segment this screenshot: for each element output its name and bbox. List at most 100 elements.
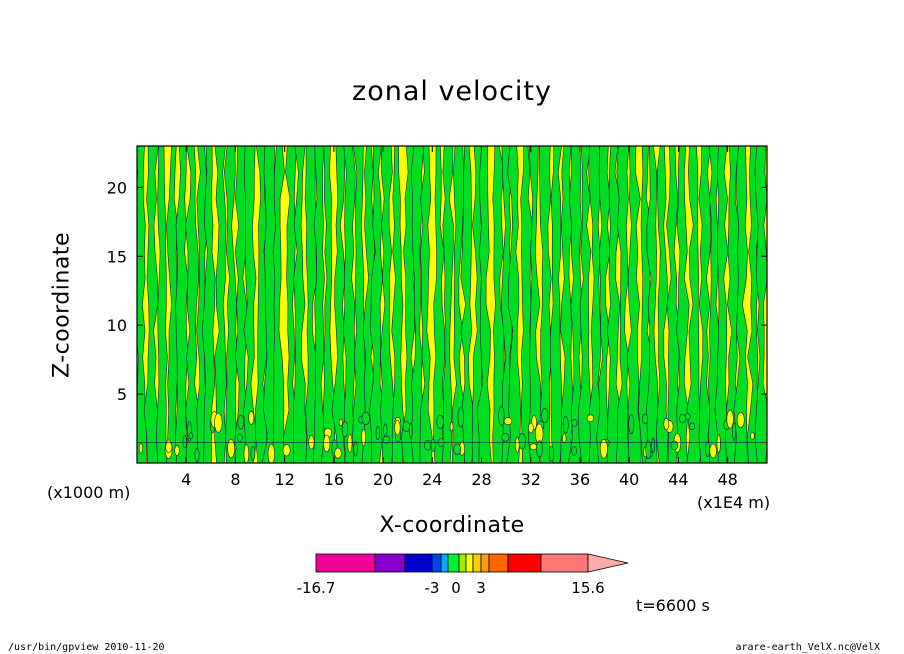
velocity-field <box>137 146 767 463</box>
contour-cell <box>515 436 520 453</box>
contour-streak <box>615 146 630 463</box>
contour-streak <box>156 146 168 463</box>
contour-streak <box>243 146 258 463</box>
contour-streak <box>201 146 216 463</box>
contour-cell <box>457 407 464 428</box>
contour-cell <box>645 440 652 459</box>
contour-cell <box>518 433 526 450</box>
colorbar-swatch <box>465 553 474 573</box>
contour-streak <box>538 146 552 463</box>
contour-cell <box>628 414 635 435</box>
contour-cell <box>709 443 717 459</box>
contour-streak <box>419 146 433 463</box>
contour-cell <box>663 417 670 431</box>
contour-streak <box>451 146 467 463</box>
colorbar-swatch <box>472 553 482 573</box>
colorbar-swatch <box>431 553 442 573</box>
colorbar-swatch <box>458 553 467 573</box>
contour-cell <box>642 413 649 424</box>
contour-streak <box>733 146 748 463</box>
contour-streak <box>666 146 680 463</box>
contour-streak <box>292 146 307 463</box>
colorbar-swatch <box>440 553 449 573</box>
x-tick-label: 48 <box>717 470 737 489</box>
x-axis: 4 8 12 16 20 24 28 32 36 40 44 48 <box>181 146 738 489</box>
y-axis: 5 10 15 20 <box>107 178 767 404</box>
x-tick-label: 40 <box>619 470 639 489</box>
x-tick-label: 8 <box>230 470 240 489</box>
contour-cell <box>541 408 549 424</box>
contour-cell <box>402 421 410 432</box>
x-tick-label: 12 <box>274 470 294 489</box>
contour-cell <box>430 438 436 452</box>
contour-cell <box>449 422 454 432</box>
contour-streak <box>528 146 543 463</box>
y-tick-label: 20 <box>107 178 127 197</box>
contour-streak <box>271 146 287 463</box>
contour-cell <box>248 410 255 425</box>
contour-streak <box>686 146 703 463</box>
contour-cell <box>705 440 710 457</box>
contour-cell <box>174 445 180 456</box>
contour-cell <box>361 411 370 426</box>
chart-title: zonal velocity <box>352 76 552 107</box>
x-tick-label: 4 <box>181 470 191 489</box>
contour-streak <box>698 146 712 463</box>
x-tick-label: 28 <box>471 470 491 489</box>
contour-streak <box>214 146 227 463</box>
contour-streak <box>596 146 611 463</box>
contour-streak <box>568 146 584 463</box>
colorbar-label: 0 <box>451 579 461 597</box>
contour-cell <box>736 412 745 428</box>
contour-cell <box>214 412 223 433</box>
contour-streak <box>500 146 514 463</box>
contour-cell <box>501 432 510 442</box>
contour-cell <box>689 422 695 431</box>
y-tick-label: 15 <box>107 247 127 266</box>
colorbar-swatch <box>447 553 460 573</box>
x-tick-label: 24 <box>422 470 442 489</box>
contour-streak <box>331 146 346 463</box>
contour-cell <box>267 443 275 463</box>
contour-cell <box>194 448 200 462</box>
contour-streak <box>492 146 506 463</box>
contour-cell <box>424 440 432 451</box>
contour-cell <box>651 437 656 453</box>
y-tick-label: 10 <box>107 316 127 335</box>
contour-streak <box>578 146 593 463</box>
contour-streak <box>369 146 384 463</box>
colorbar-swatch <box>540 553 589 573</box>
contour-streak <box>143 146 160 463</box>
contour-cell <box>529 443 538 451</box>
contour-streak <box>352 146 367 463</box>
contour-cell <box>237 414 245 430</box>
contour-cell <box>341 421 349 437</box>
colorbar-swatch <box>315 553 376 573</box>
contour-streak <box>380 146 395 463</box>
contour-streak <box>185 146 200 463</box>
colorbar-extension <box>587 553 629 573</box>
colorbar-label: -3 <box>425 579 440 597</box>
contour-cell <box>165 441 173 453</box>
contour-streak <box>754 146 767 463</box>
contour-cell <box>503 417 513 426</box>
contour-cell <box>670 440 679 450</box>
contour-cell <box>732 422 737 441</box>
contour-cell <box>571 418 578 427</box>
contour-cell <box>353 441 358 457</box>
contour-cell <box>679 413 687 424</box>
contour-cell <box>562 415 569 434</box>
contour-cell <box>182 435 188 449</box>
contour-cell <box>138 442 143 454</box>
colorbar-swatch <box>507 553 542 573</box>
contour-cell <box>361 428 366 447</box>
contour-cell <box>726 409 734 429</box>
contour-cell <box>716 434 721 454</box>
contour-cell <box>334 447 342 459</box>
contour-cell <box>436 414 444 429</box>
contour-streak <box>655 146 669 463</box>
colorbar-label: -16.7 <box>297 579 336 597</box>
contour-cell <box>394 420 401 436</box>
contour-streak <box>343 146 356 463</box>
